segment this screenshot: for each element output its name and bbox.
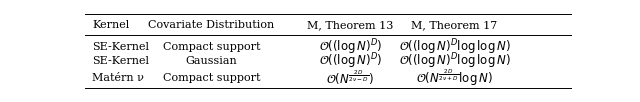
- Text: Gaussian: Gaussian: [186, 56, 237, 66]
- Text: M, Theorem 17: M, Theorem 17: [412, 20, 498, 30]
- Text: SE-Kernel: SE-Kernel: [92, 42, 149, 52]
- Text: $\mathcal{O}((\log N)^D \log\log N)$: $\mathcal{O}((\log N)^D \log\log N)$: [399, 37, 511, 57]
- Text: Compact support: Compact support: [163, 42, 260, 52]
- Text: $\mathcal{O}((\log N)^D)$: $\mathcal{O}((\log N)^D)$: [319, 51, 382, 71]
- Text: M, Theorem 13: M, Theorem 13: [307, 20, 394, 30]
- Text: Compact support: Compact support: [163, 73, 260, 83]
- Text: $\mathcal{O}((\log N)^D \log\log N)$: $\mathcal{O}((\log N)^D \log\log N)$: [399, 51, 511, 71]
- Text: $\mathcal{O}(N^{\frac{2D}{2\nu+D}} \log N)$: $\mathcal{O}(N^{\frac{2D}{2\nu+D}} \log …: [416, 68, 493, 88]
- Text: SE-Kernel: SE-Kernel: [92, 56, 149, 66]
- Text: Matérn ν: Matérn ν: [92, 73, 144, 83]
- Text: $\mathcal{O}((\log N)^D)$: $\mathcal{O}((\log N)^D)$: [319, 37, 382, 57]
- Text: Kernel: Kernel: [92, 20, 130, 30]
- Text: Covariate Distribution: Covariate Distribution: [148, 20, 275, 30]
- Text: $\mathcal{O}(N^{\frac{2D}{2\nu-D}})$: $\mathcal{O}(N^{\frac{2D}{2\nu-D}})$: [326, 69, 374, 87]
